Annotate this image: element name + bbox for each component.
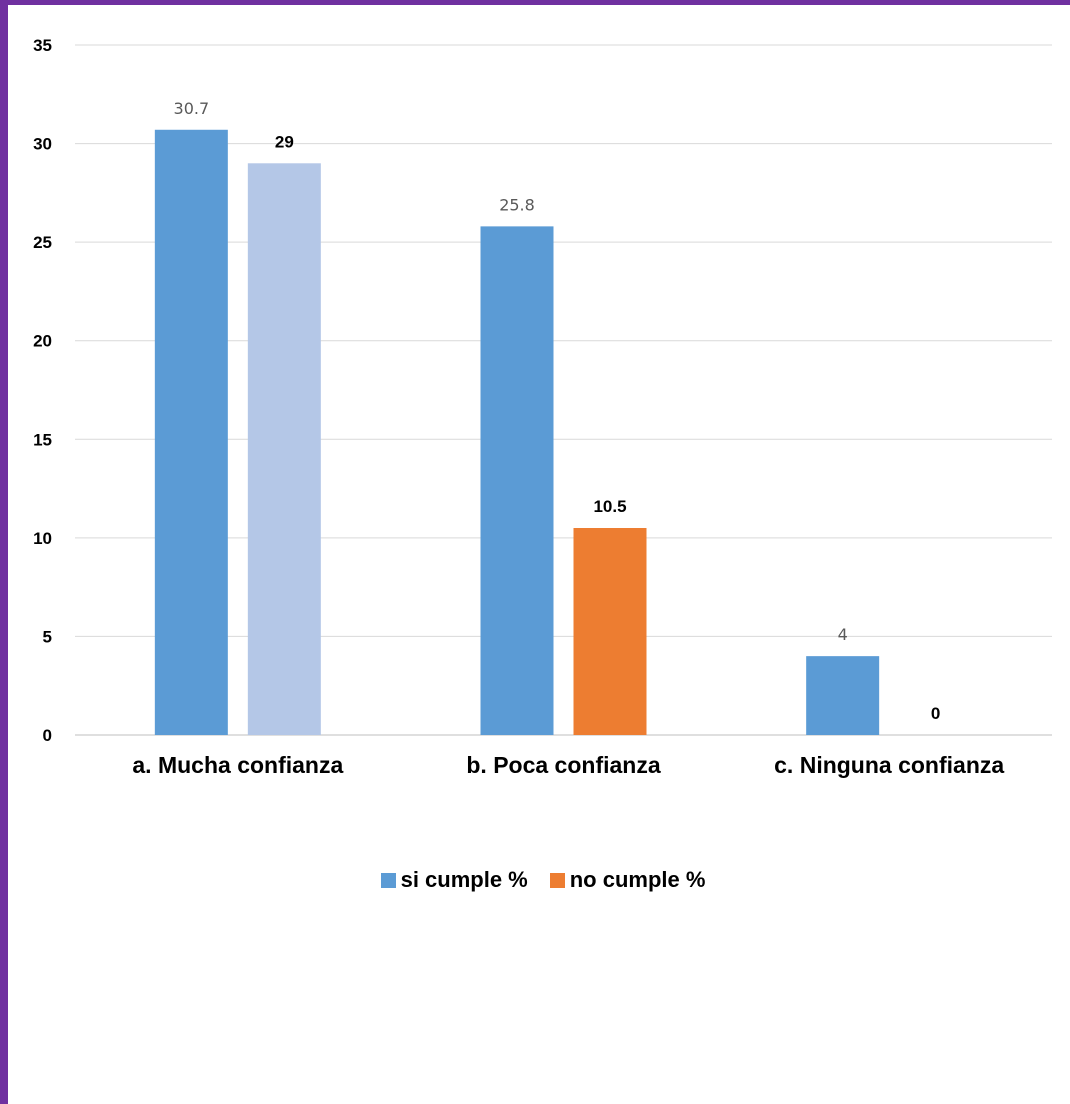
legend-item-no-cumple: no cumple %	[549, 867, 706, 893]
bar	[154, 129, 228, 735]
y-tick-label: 10	[33, 529, 52, 548]
data-label: 25.8	[499, 195, 535, 214]
data-label: 10.5	[593, 497, 626, 516]
x-tick-label: a. Mucha confianza	[132, 752, 343, 778]
y-tick-label: 30	[33, 135, 52, 154]
data-label: 30.7	[174, 99, 210, 118]
legend-swatch-no-cumple	[549, 872, 565, 888]
bar	[573, 528, 647, 735]
legend-item-si-cumple: si cumple %	[380, 867, 528, 893]
legend: si cumple % no cumple %	[8, 867, 1070, 893]
y-tick-label: 5	[43, 627, 52, 646]
x-tick-label: b. Poca confianza	[466, 752, 660, 778]
data-label: 4	[838, 625, 848, 644]
bar-chart: 0 5 10 15 20 25 30 35 30.7 29 a. Mucha confianza 25…	[33, 36, 1052, 778]
bar	[806, 656, 880, 735]
bar	[247, 163, 321, 736]
y-tick-label: 15	[33, 430, 52, 449]
data-label: 0	[931, 704, 940, 723]
y-tick-label: 0	[43, 726, 52, 745]
legend-swatch-si-cumple	[380, 872, 396, 888]
bar	[480, 226, 554, 735]
y-tick-label: 20	[33, 332, 52, 351]
y-tick-label: 35	[33, 36, 52, 55]
legend-label-si-cumple: si cumple %	[400, 867, 528, 892]
x-tick-label: c. Ninguna confianza	[774, 752, 1004, 778]
y-tick-label: 25	[33, 233, 52, 252]
legend-label-no-cumple: no cumple %	[569, 867, 706, 892]
data-label: 29	[275, 132, 294, 151]
